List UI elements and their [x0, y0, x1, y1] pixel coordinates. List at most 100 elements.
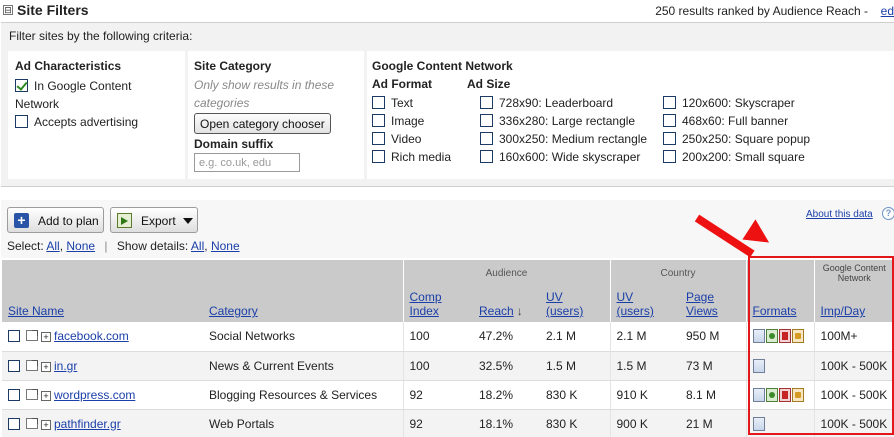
page-views-column-header[interactable]: Page Views — [680, 286, 747, 322]
add-to-plan-button[interactable]: + Add to plan — [7, 207, 104, 233]
uv-cell: 830 K — [540, 409, 610, 437]
about-this-data-link[interactable]: About this data — [806, 209, 873, 220]
table-row: + in.gr News & Current Events 100 32.5% 1… — [2, 351, 894, 381]
formats-sort-link[interactable]: Formats — [752, 304, 797, 318]
in-google-content-network-option[interactable]: In Google Content — [15, 77, 131, 95]
site-link[interactable]: pathfinder.gr — [54, 416, 121, 431]
rich-media-format-icon — [791, 387, 804, 402]
edit-ranking-link[interactable]: ed — [880, 4, 894, 18]
ad-format-text-option[interactable]: Text — [372, 94, 413, 112]
imp-day-cell: 100M+ — [813, 322, 894, 352]
option-label-continuation: Network — [15, 97, 60, 111]
uv-sort-link[interactable]: UV (users) — [546, 290, 583, 318]
ad-format-video-checkbox[interactable] — [372, 132, 385, 145]
ad-format-text-checkbox[interactable] — [372, 96, 385, 109]
site-link[interactable]: wordpress.com — [54, 387, 136, 402]
row-checkbox[interactable] — [8, 359, 20, 372]
category-hint: Only show results in these — [194, 78, 335, 92]
page-views-sort-link[interactable]: Page Views — [686, 290, 718, 318]
accepts-advertising-checkbox[interactable] — [15, 115, 28, 128]
content-network-title: Google Content Network — [372, 59, 513, 73]
country-uv-sort-link[interactable]: UV (users) — [617, 290, 654, 318]
preview-icon[interactable] — [26, 359, 38, 371]
expand-icon[interactable]: + — [41, 419, 51, 430]
comp-index-column-header[interactable]: Comp Index — [402, 286, 473, 322]
preview-icon[interactable] — [26, 388, 38, 400]
table-row: + wordpress.com Blogging Resources & Serv… — [2, 380, 894, 410]
video-format-icon — [778, 387, 791, 402]
ad-size-checkbox[interactable] — [663, 132, 676, 145]
domain-suffix-input[interactable] — [194, 153, 300, 172]
site-name-column-header[interactable]: Site Name — [2, 286, 203, 322]
preview-icon[interactable] — [26, 330, 38, 342]
help-icon[interactable]: ? — [882, 207, 894, 220]
imp-day-sort-link[interactable]: Imp/Day — [820, 304, 866, 318]
details-all-link[interactable]: All — [190, 239, 205, 253]
ad-format-image-checkbox[interactable] — [372, 114, 385, 127]
select-all-link[interactable]: All — [46, 239, 60, 253]
comp-index-cell: 100 — [402, 351, 473, 381]
header-line: (users) — [616, 304, 654, 318]
ad-size-728x90-option[interactable]: 728x90: Leaderboard — [480, 94, 613, 112]
ad-size-250x250-option[interactable]: 250x250: Square popup — [663, 130, 810, 148]
ad-format-image-option[interactable]: Image — [372, 112, 424, 130]
header-line: Index — [409, 304, 439, 318]
ad-format-rich-media-option[interactable]: Rich media — [372, 148, 451, 166]
option-label: 250x250: Square popup — [682, 132, 811, 146]
category-sort-link[interactable]: Category — [209, 304, 258, 318]
ad-size-468x60-option[interactable]: 468x60: Full banner — [663, 112, 788, 130]
details-none-link[interactable]: None — [210, 239, 240, 253]
expand-icon[interactable]: + — [41, 361, 51, 372]
ad-format-rich-media-checkbox[interactable] — [372, 150, 385, 163]
open-category-chooser-button[interactable]: Open category chooser — [194, 113, 331, 134]
ad-size-300x250-option[interactable]: 300x250: Medium rectangle — [480, 130, 647, 148]
header-line: Comp — [409, 290, 442, 304]
reach-cell: 18.2% — [473, 380, 540, 410]
option-label: 728x90: Leaderboard — [499, 96, 614, 110]
comp-index-sort-link[interactable]: Comp Index — [410, 290, 442, 318]
ad-size-160x600-option[interactable]: 160x600: Wide skyscraper — [480, 148, 640, 166]
site-cell: + wordpress.com — [2, 380, 203, 410]
preview-icon[interactable] — [26, 417, 38, 429]
row-checkbox[interactable] — [8, 330, 20, 343]
expand-icon[interactable]: + — [41, 332, 51, 343]
row-checkbox[interactable] — [8, 388, 20, 401]
imp-day-column-header[interactable]: Imp/Day — [813, 286, 894, 322]
ad-size-200x200-option[interactable]: 200x200: Small square — [663, 148, 805, 166]
accepts-advertising-option[interactable]: Accepts advertising — [15, 113, 138, 131]
option-label: 336x280: Large rectangle — [499, 114, 636, 128]
ad-size-checkbox[interactable] — [480, 96, 493, 109]
expand-icon[interactable]: + — [41, 390, 51, 401]
reach-sort-link[interactable]: Reach — [479, 304, 514, 318]
ad-characteristics-panel: Ad Characteristics In Google Content Net… — [8, 51, 185, 179]
ad-size-336x280-option[interactable]: 336x280: Large rectangle — [480, 112, 635, 130]
in-google-content-network-checkbox[interactable] — [15, 79, 28, 92]
ad-size-checkbox[interactable] — [480, 114, 493, 127]
rich-media-format-icon — [791, 329, 804, 344]
filter-intro-text: Filter sites by the following criteria: — [9, 29, 193, 43]
ad-size-checkbox[interactable] — [663, 150, 676, 163]
formats-column-header[interactable]: Formats — [745, 286, 815, 322]
site-link[interactable]: facebook.com — [54, 329, 129, 344]
option-label: Video — [391, 132, 422, 146]
ad-size-checkbox[interactable] — [480, 132, 493, 145]
formats-group-spacer — [745, 260, 815, 286]
site-link[interactable]: in.gr — [54, 358, 78, 373]
site-name-sort-link[interactable]: Site Name — [8, 304, 65, 318]
country-uv-column-header[interactable]: UV (users) — [609, 286, 680, 322]
row-checkbox[interactable] — [8, 417, 20, 430]
category-column-header[interactable]: Category — [203, 286, 403, 322]
reach-column-header[interactable]: Reach ↓ — [473, 286, 540, 322]
ad-size-checkbox[interactable] — [663, 96, 676, 109]
select-none-link[interactable]: None — [66, 239, 96, 253]
ad-format-video-option[interactable]: Video — [372, 130, 421, 148]
ad-size-checkbox[interactable] — [663, 114, 676, 127]
option-label: In Google Content — [34, 79, 132, 93]
export-button[interactable]: Export — [110, 207, 198, 233]
reach-cell: 32.5% — [473, 351, 540, 381]
collapse-icon[interactable]: ⊟ — [3, 5, 13, 15]
ad-size-120x600-option[interactable]: 120x600: Skyscraper — [663, 94, 795, 112]
content-network-panel: Google Content Network Ad Format Ad Size… — [367, 51, 894, 179]
uv-users-column-header[interactable]: UV (users) — [540, 286, 610, 322]
ad-size-checkbox[interactable] — [480, 150, 493, 163]
